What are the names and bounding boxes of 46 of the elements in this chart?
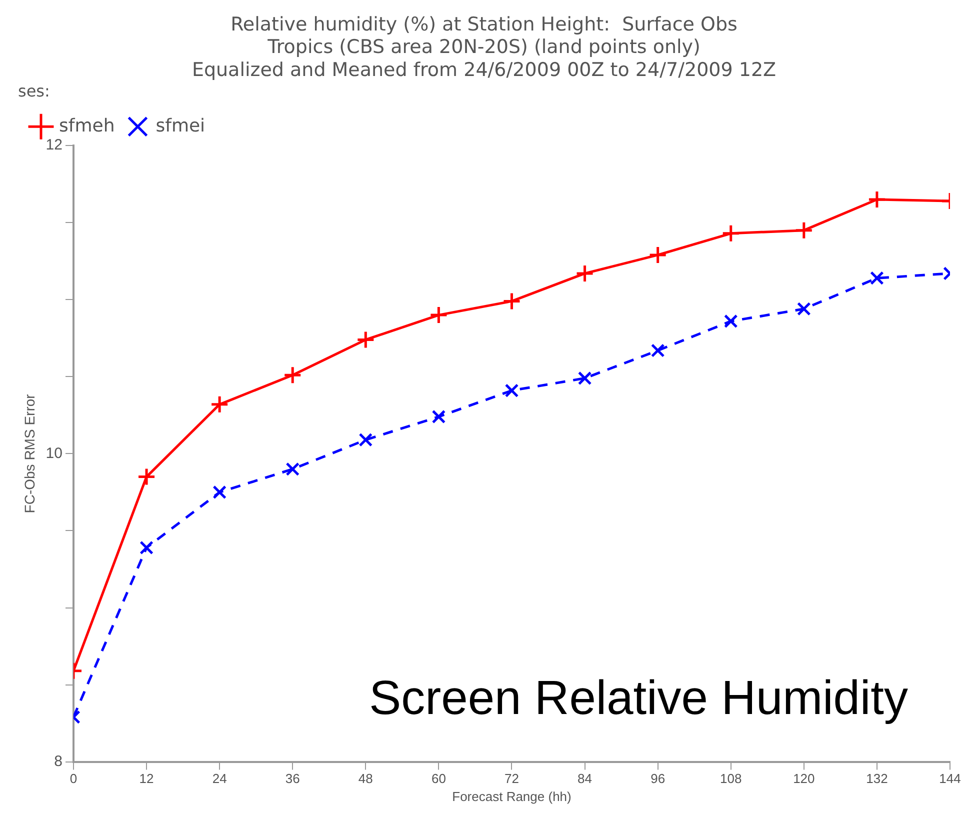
point — [870, 271, 884, 285]
point — [724, 314, 738, 328]
x-tick-label: 84 — [578, 771, 592, 786]
x-tick-label: 24 — [212, 771, 227, 786]
chart-subtitle: Tropics (CBS area 20N-20S) (land points only) Equalized and Meaned from 24/6/2009 00Z to 24/7/2009 12Z — [192, 36, 776, 81]
point — [356, 330, 375, 349]
y-tick-label: 10 — [46, 444, 62, 462]
point — [648, 246, 668, 264]
y-tick-label: 12 — [46, 136, 62, 154]
point — [429, 306, 448, 324]
x-tick-label: 144 — [939, 771, 961, 786]
point — [578, 371, 592, 386]
y-axis-title: FC-Obs RMS Error — [21, 394, 38, 514]
x-tick-label: 36 — [285, 771, 300, 786]
x-tick-label: 72 — [504, 771, 519, 786]
point — [137, 468, 156, 486]
point — [502, 292, 521, 310]
point — [868, 190, 886, 209]
point — [797, 302, 811, 316]
point — [140, 540, 154, 555]
point — [283, 366, 302, 384]
x-tick-label: 12 — [139, 771, 154, 786]
point — [650, 344, 665, 358]
x-tick-label: 96 — [650, 771, 666, 786]
annotation: Screen Relative Humidity — [369, 672, 908, 725]
x-tick-label: 108 — [720, 771, 742, 786]
point — [212, 485, 226, 500]
point — [358, 432, 373, 447]
point — [432, 410, 446, 424]
point — [504, 384, 519, 398]
legend-label: sfmei — [156, 115, 206, 136]
x-tick-label: 132 — [866, 771, 888, 786]
legend-label: sfmeh — [59, 115, 115, 136]
x-axis-title: Forecast Range (hh) — [452, 788, 572, 804]
x-tick-label: 60 — [431, 771, 446, 786]
point — [210, 395, 229, 414]
x-tick-label: 48 — [358, 771, 373, 786]
chart-title: Relative humidity (%) at Station Height: Surface Obs — [230, 13, 738, 36]
legend-title: ses: — [18, 82, 50, 101]
x-tick-label: 120 — [793, 771, 815, 786]
point — [576, 264, 594, 283]
y-tick-label: 8 — [54, 752, 62, 770]
x-tick-label: 0 — [70, 771, 78, 786]
point — [794, 221, 814, 240]
point — [722, 224, 740, 243]
point — [286, 462, 300, 476]
